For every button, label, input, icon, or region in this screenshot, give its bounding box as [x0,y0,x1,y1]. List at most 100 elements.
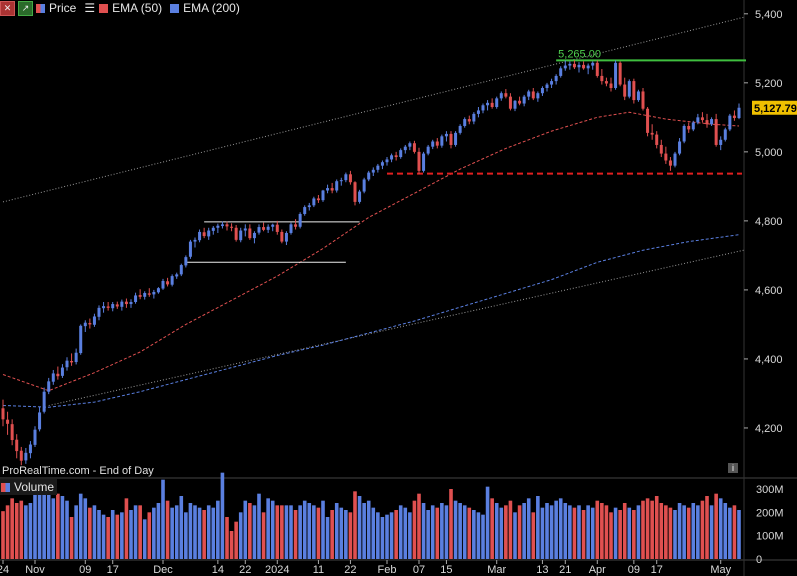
candle-body[interactable] [417,151,421,171]
volume-bar[interactable] [78,493,83,559]
volume-bar[interactable] [618,510,622,559]
volume-bar[interactable] [46,491,51,559]
volume-bar[interactable] [590,507,595,559]
candle-body[interactable] [202,232,206,237]
candle-body[interactable] [559,68,563,76]
candle-body[interactable] [266,226,270,230]
volume-bar[interactable] [622,503,627,559]
volume-bar[interactable] [353,491,357,559]
candle-body[interactable] [641,91,645,109]
candle-body[interactable] [38,412,42,430]
candle-body[interactable] [33,429,37,445]
volume-bar[interactable] [284,505,289,559]
volume-bar[interactable] [435,507,440,559]
candle-body[interactable] [225,224,229,227]
candle-body[interactable] [83,322,87,327]
candle-body[interactable] [422,153,426,171]
volume-bar[interactable] [458,503,462,559]
candle-body[interactable] [143,293,147,297]
volume-bar[interactable] [453,500,458,559]
candle-body[interactable] [531,91,535,99]
candle-body[interactable] [568,63,572,66]
volume-bar[interactable] [586,505,590,559]
candle-body[interactable] [513,100,517,109]
candle-body[interactable] [70,361,74,363]
volume-bar[interactable] [339,507,344,559]
candle-body[interactable] [161,280,165,289]
volume-bar[interactable] [289,505,293,559]
volume-bar[interactable] [10,498,14,559]
volume-bar[interactable] [165,500,170,559]
volume-bar[interactable] [467,507,472,559]
volume-bar[interactable] [554,500,558,559]
volume-bar[interactable] [476,512,481,559]
volume-bar[interactable] [325,517,330,559]
volume-bar[interactable] [174,505,179,559]
candle-body[interactable] [42,391,46,412]
candle-body[interactable] [527,91,531,97]
volume-bar[interactable] [549,505,554,559]
volume-bar[interactable] [101,514,106,559]
candle-body[interactable] [138,295,142,297]
volume-bar[interactable] [161,479,165,559]
candle-body[interactable] [700,117,704,121]
candle-body[interactable] [134,295,138,302]
volume-bar[interactable] [668,507,673,559]
candle-body[interactable] [216,225,220,228]
volume-bar[interactable] [106,517,110,559]
volume-bar[interactable] [312,505,316,559]
volume-bar[interactable] [362,503,366,559]
volume-bar[interactable] [696,505,700,559]
candle-body[interactable] [463,119,467,126]
candle-body[interactable] [481,105,485,111]
candle-body[interactable] [449,133,453,145]
candle-body[interactable] [234,227,238,240]
candle-body[interactable] [399,150,403,158]
candle-body[interactable] [102,306,106,309]
candle-body[interactable] [316,198,320,201]
volume-bar[interactable] [526,498,531,559]
legend-settings[interactable]: ☰ EMA (50) [84,1,162,15]
candle-body[interactable] [440,136,444,146]
candle-body[interactable] [207,230,211,237]
candle-body[interactable] [321,190,325,201]
candle-body[interactable] [385,159,389,163]
candle-body[interactable] [426,146,430,154]
volume-bar[interactable] [499,507,504,559]
volume-bar[interactable] [673,510,677,559]
candle-body[interactable] [454,132,458,145]
volume-bar[interactable] [225,517,229,559]
candle-body[interactable] [673,153,677,166]
volume-bar[interactable] [270,500,275,559]
volume-bar[interactable] [371,507,376,559]
candle-body[interactable] [696,117,700,123]
candle-body[interactable] [618,62,622,85]
candle-body[interactable] [577,64,581,68]
volume-bar[interactable] [403,507,408,559]
candle-body[interactable] [563,65,567,69]
candle-body[interactable] [51,373,55,382]
candle-body[interactable] [586,65,590,69]
volume-bar[interactable] [1,511,5,559]
volume-bar[interactable] [522,503,526,559]
candle-body[interactable] [710,119,714,125]
candle-body[interactable] [732,115,736,119]
candle-body[interactable] [74,352,78,363]
volume-bar[interactable] [229,531,234,559]
candle-body[interactable] [723,129,727,140]
volume-bar[interactable] [188,503,193,559]
candle-body[interactable] [591,62,595,66]
candle-body[interactable] [687,125,691,130]
candle-body[interactable] [56,373,60,377]
volume-bar[interactable] [344,510,348,559]
volume-bar[interactable] [650,500,654,559]
volume-bar[interactable] [540,507,545,559]
expand-chart-icon[interactable]: ↗ [18,0,33,16]
candle-body[interactable] [554,75,558,82]
candle-body[interactable] [170,276,174,285]
candle-body[interactable] [504,93,508,97]
volume-bar[interactable] [257,493,261,559]
volume-bar[interactable] [60,496,65,559]
volume-bar[interactable] [664,505,668,559]
candle-body[interactable] [152,291,156,295]
